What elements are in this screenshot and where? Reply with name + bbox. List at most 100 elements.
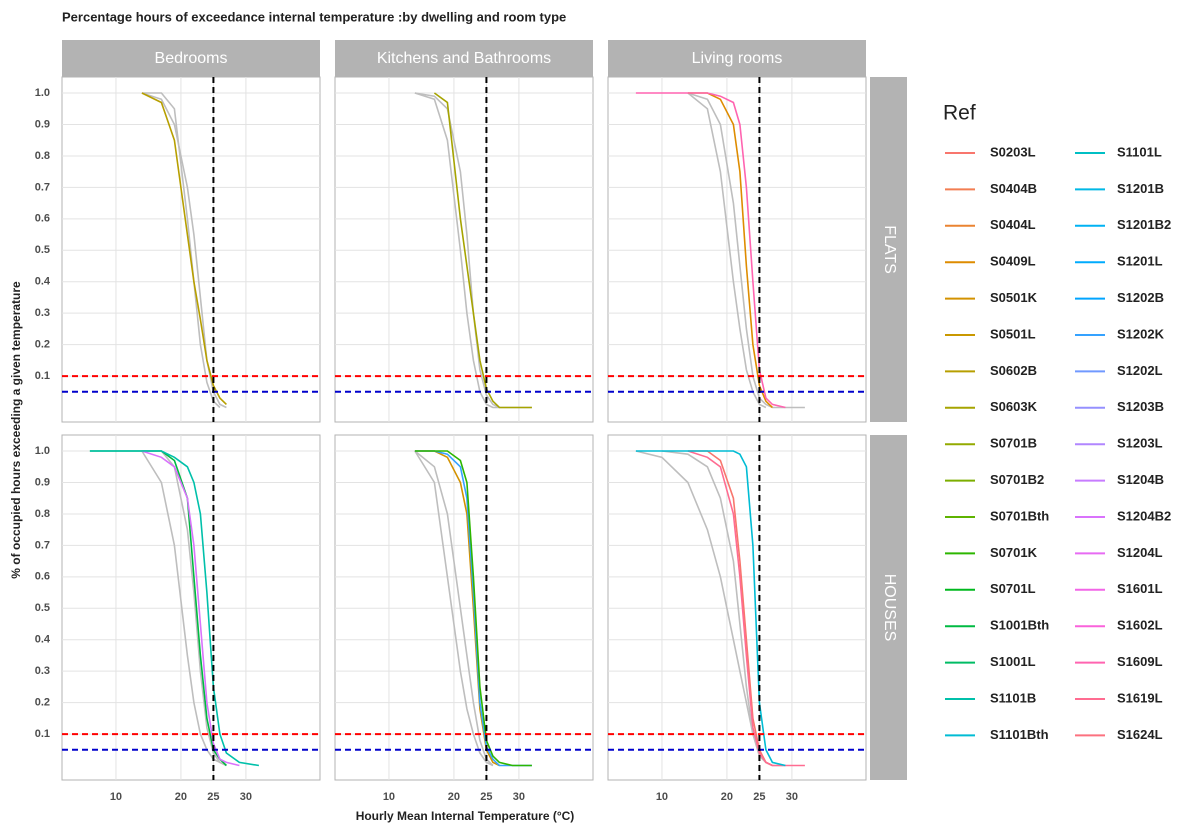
y-tick-label: 0.1 [35,370,50,382]
x-tick-label: 30 [786,791,798,803]
series-line [414,92,500,409]
series-line [141,92,227,409]
legend-label: S1201L [1117,254,1163,269]
legend-label: S1203L [1117,436,1163,451]
legend-label: S0602B [990,363,1037,378]
y-axis-title: % of occupied hours exceeding a given te… [9,281,23,579]
legend-label: S0701B [990,436,1037,451]
y-tick-label: 0.3 [35,307,50,319]
legend-label: S0501K [990,290,1038,305]
legend-label: S0701K [990,545,1038,560]
row-strip [870,435,907,780]
x-tick-label: 30 [240,791,252,803]
y-tick-label: 1.0 [35,445,50,457]
legend-label: S1609L [1117,654,1163,669]
series-line [687,450,805,767]
series-line [635,450,786,767]
legend-label: S1624L [1117,727,1163,742]
series-line [687,450,773,767]
panel [607,76,867,423]
panel [607,434,867,781]
column-label: Kitchens and Bathrooms [377,50,551,67]
series-line [635,92,786,409]
column-label: Living rooms [692,50,783,67]
y-tick-label: 0.2 [35,339,50,351]
legend-label: S0701B2 [990,472,1044,487]
x-tick-label: 25 [753,791,765,803]
y-tick-label: 0.4 [35,634,51,646]
y-tick-label: 0.3 [35,665,50,677]
y-tick-label: 0.2 [35,697,50,709]
legend-title: Ref [943,102,976,125]
legend-label: S1001Bth [990,618,1049,633]
legend-label: S1101B [990,690,1036,705]
legend-label: S1601L [1117,581,1163,596]
y-tick-label: 0.6 [35,213,50,225]
legend-label: S1201B [1117,181,1164,196]
y-tick-label: 0.5 [35,244,50,256]
series-line [687,92,805,409]
legend-label: S1101Bth [990,727,1049,742]
series-line [687,92,767,409]
y-tick-label: 0.7 [35,181,50,193]
row-strip [870,77,907,422]
legend-label: S1204B2 [1117,508,1171,523]
series-line [141,450,227,767]
y-tick-label: 0.6 [35,571,50,583]
legend-label: S1202K [1117,326,1165,341]
series-line [687,92,773,409]
series-line [141,450,240,767]
legend-label: S0404B [990,181,1037,196]
y-tick-label: 0.5 [35,602,50,614]
y-tick-label: 1.0 [35,87,50,99]
row-label: FLATS [881,225,898,274]
legend-label: S0409L [990,254,1036,269]
series-line [414,450,532,767]
x-tick-label: 20 [175,791,187,803]
x-tick-label: 20 [448,791,460,803]
legend-label: S0203L [990,144,1036,159]
x-axis-title: Hourly Mean Internal Temperature (°C) [356,809,575,823]
y-tick-label: 0.9 [35,118,50,130]
legend-label: S1201B2 [1117,217,1171,232]
legend-label: S1203B [1117,399,1164,414]
legend-label: S1602L [1117,618,1163,633]
x-tick-label: 25 [207,791,219,803]
y-tick-label: 0.4 [35,276,51,288]
x-tick-label: 30 [513,791,525,803]
series-line [414,450,494,767]
y-tick-label: 0.7 [35,539,50,551]
series-line [414,450,494,767]
y-tick-label: 0.8 [35,508,50,520]
y-tick-label: 0.8 [35,150,50,162]
legend-label: S1204L [1117,545,1163,560]
legend-label: S0701L [990,581,1036,596]
chart-title: Percentage hours of exceedance internal … [62,9,566,24]
legend-label: S1202B [1117,290,1164,305]
legend-label: S1202L [1117,363,1163,378]
legend-label: S0603K [990,399,1038,414]
legend-label: S0501L [990,326,1036,341]
x-tick-label: 20 [721,791,733,803]
legend-label: S1204B [1117,472,1164,487]
series-line [414,450,500,767]
legend-label: S1001L [990,654,1036,669]
series-line [433,92,532,409]
column-strip [335,40,593,77]
column-label: Bedrooms [155,50,228,67]
x-tick-label: 10 [656,791,668,803]
legend-label: S0701Bth [990,508,1049,523]
panel [61,434,321,781]
legend-label: S1101L [1117,144,1162,159]
y-tick-label: 0.1 [35,728,50,740]
column-strip [62,40,320,77]
legend-label: S1619L [1117,690,1163,705]
legend-label: S0404L [990,217,1036,232]
x-tick-label: 25 [480,791,492,803]
row-label: HOUSES [881,574,898,642]
y-tick-label: 0.9 [35,476,50,488]
series-line [141,450,227,767]
series-line [414,450,532,767]
x-tick-label: 10 [383,791,395,803]
